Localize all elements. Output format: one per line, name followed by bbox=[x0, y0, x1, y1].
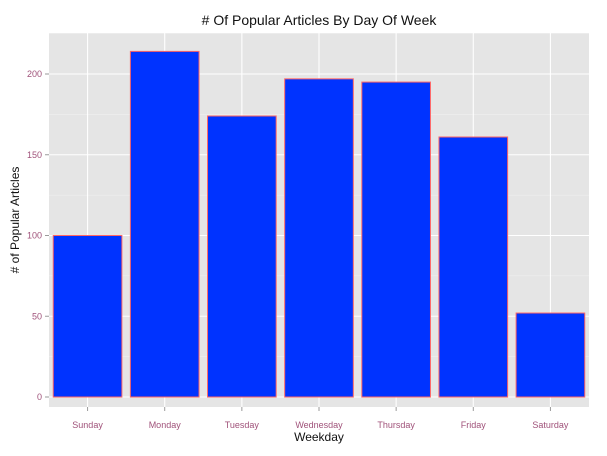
bar-thursday bbox=[361, 81, 431, 398]
y-axis-title: # of Popular Articles bbox=[8, 167, 22, 274]
x-tick-label-monday: Monday bbox=[149, 420, 182, 430]
bar-wednesday bbox=[284, 78, 354, 398]
bars bbox=[52, 50, 586, 398]
x-tick-label-friday: Friday bbox=[461, 420, 487, 430]
x-tick-label-tuesday: Tuesday bbox=[225, 420, 260, 430]
y-tick-label: 0 bbox=[37, 392, 42, 402]
bar-monday bbox=[129, 50, 200, 398]
x-tick-label-thursday: Thursday bbox=[377, 420, 415, 430]
x-tick-label-wednesday: Wednesday bbox=[295, 420, 343, 430]
x-tick-label-sunday: Sunday bbox=[72, 420, 103, 430]
chart-title: # Of Popular Articles By Day Of Week bbox=[202, 12, 438, 28]
x-tick-label-saturday: Saturday bbox=[532, 420, 569, 430]
bar-sunday bbox=[52, 235, 123, 398]
x-axis: Sunday Monday Tuesday Wednesday Thursday Frid… bbox=[72, 407, 569, 430]
y-tick-label: 50 bbox=[32, 311, 42, 321]
y-axis: 0 50 100 150 200 bbox=[27, 69, 49, 402]
y-tick-label: 100 bbox=[27, 231, 42, 241]
x-axis-title: Weekday bbox=[294, 430, 344, 444]
y-tick-label: 200 bbox=[27, 69, 42, 79]
bar-friday bbox=[438, 136, 509, 398]
bar-saturday bbox=[515, 312, 586, 398]
bar-tuesday bbox=[207, 115, 277, 398]
y-tick-label: 150 bbox=[27, 150, 42, 160]
